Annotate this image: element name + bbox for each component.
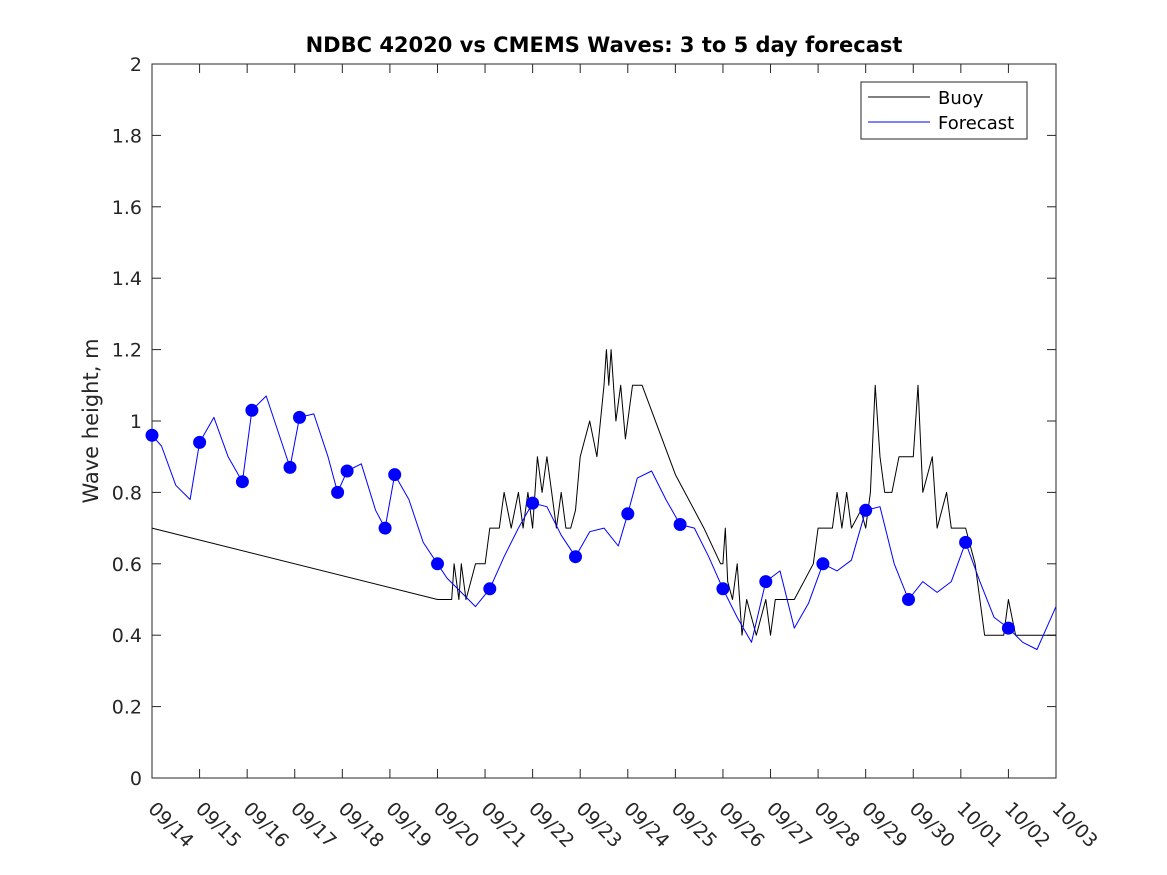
- forecast-point: [759, 575, 773, 589]
- y-tick-label: 0.2: [112, 697, 142, 719]
- x-tick-label: 09/18: [334, 798, 388, 852]
- forecast-point: [526, 496, 540, 510]
- forecast-point: [959, 535, 973, 549]
- plot-area: [151, 63, 1057, 779]
- y-tick-label: 1.2: [112, 340, 142, 362]
- x-tick-label: 09/19: [381, 798, 435, 852]
- x-tick-label: 09/29: [857, 798, 911, 852]
- x-tick-label: 09/30: [905, 798, 959, 852]
- legend-box: [860, 81, 1028, 140]
- y-tick-label: 0.4: [112, 625, 142, 647]
- forecast-markers: [145, 403, 1015, 635]
- forecast-point: [378, 521, 392, 535]
- legend-label-forecast: Forecast: [938, 113, 1014, 134]
- forecast-point: [388, 468, 402, 482]
- forecast-point: [293, 410, 306, 424]
- forecast-point: [483, 582, 497, 596]
- chart-title: NDBC 42020 vs CMEMS Waves: 3 to 5 day fo…: [306, 33, 903, 57]
- x-tick-label: 09/26: [714, 798, 768, 852]
- y-tick-label: 0.6: [112, 554, 142, 576]
- x-tick-label: 09/24: [619, 798, 673, 852]
- forecast-point: [621, 507, 635, 521]
- series-lines: [151, 349, 1057, 650]
- x-tick-label: 09/21: [477, 798, 531, 852]
- y-tick-label: 0.8: [112, 482, 142, 504]
- x-tick-label: 09/28: [810, 798, 864, 852]
- forecast-point: [1001, 621, 1015, 635]
- forecast-point: [331, 485, 345, 499]
- y-axis-label: Wave height, m: [79, 338, 103, 503]
- x-tick-label: 09/14: [144, 798, 198, 852]
- forecast-point: [673, 518, 687, 531]
- x-tick-label: 10/01: [952, 798, 1006, 852]
- x-tick-label: 10/03: [1048, 798, 1102, 852]
- forecast-point: [145, 428, 159, 442]
- x-tick-label: 09/22: [524, 798, 578, 852]
- x-tick-label: 09/15: [191, 798, 245, 852]
- forecast-point: [716, 582, 730, 596]
- y-tick-label: 1.4: [112, 268, 142, 290]
- x-tick-label: 09/17: [286, 798, 340, 852]
- x-tick-label: 09/16: [239, 798, 293, 852]
- y-tick-label: 1.6: [112, 197, 142, 219]
- y-tick-label: 0: [130, 768, 142, 790]
- x-tick-label: 09/27: [762, 798, 816, 852]
- forecast-point: [245, 403, 259, 417]
- x-tick-label: 10/02: [1000, 798, 1054, 852]
- forecast-point: [859, 503, 873, 517]
- forecast-point: [340, 464, 354, 478]
- y-tick-label: 2: [130, 54, 142, 76]
- x-tick-label: 09/20: [429, 798, 483, 852]
- forecast-point: [816, 557, 830, 571]
- forecast-point: [235, 475, 249, 489]
- series-line-forecast: [151, 395, 1057, 650]
- y-tick-label: 1: [130, 411, 142, 433]
- forecast-point: [193, 435, 207, 449]
- forecast-point: [283, 460, 297, 474]
- legend: Buoy Forecast: [860, 81, 1028, 140]
- legend-label-buoy: Buoy: [938, 88, 984, 109]
- forecast-point: [902, 593, 915, 606]
- y-tick-label: 1.8: [112, 125, 142, 147]
- x-tick-label: 09/25: [667, 798, 721, 852]
- series-line-buoy: [151, 349, 1056, 636]
- forecast-point: [569, 550, 582, 564]
- x-tick-label: 09/23: [572, 798, 626, 852]
- forecast-point: [431, 557, 444, 571]
